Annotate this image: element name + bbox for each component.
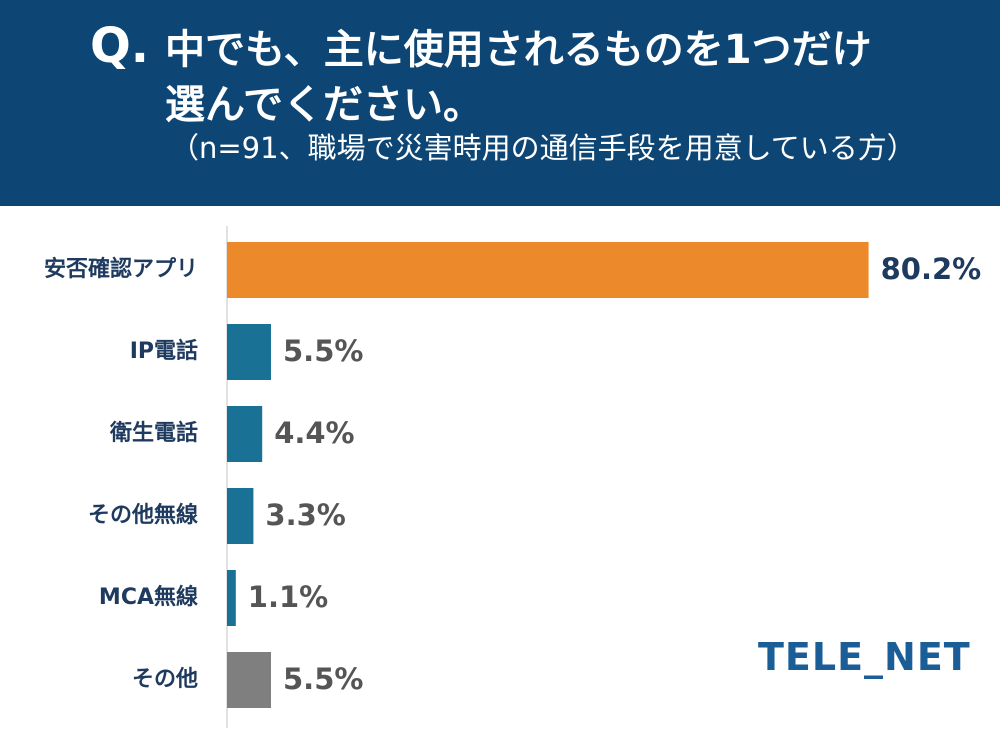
question-mark: Q. bbox=[90, 18, 150, 74]
question-text-line2: 選んでください。 bbox=[165, 82, 483, 128]
value-label: 3.3% bbox=[265, 498, 345, 532]
question-header: Q. 中でも、主に使用されるものを1つだけ 選んでください。 （n=91、職場で… bbox=[0, 0, 1000, 206]
category-label: IP電話 bbox=[130, 338, 198, 364]
bar bbox=[227, 488, 254, 544]
value-label: 5.5% bbox=[283, 662, 363, 696]
sample-note: （n=91、職場で災害時用の通信手段を用意している方） bbox=[170, 131, 916, 165]
bar bbox=[227, 324, 271, 380]
category-label: MCA無線 bbox=[99, 584, 198, 610]
value-label: 5.5% bbox=[283, 334, 363, 368]
telenet-logo: TELE_NET bbox=[758, 635, 971, 679]
value-label: 80.2% bbox=[881, 252, 982, 286]
bar bbox=[227, 570, 236, 626]
category-label: その他無線 bbox=[88, 502, 198, 528]
value-label: 4.4% bbox=[274, 416, 354, 450]
bar bbox=[227, 652, 271, 708]
bar bbox=[227, 406, 263, 462]
bar-chart: 安否確認アプリ 80.2% IP電話 5.5% 衛生電話 4.4% その他無線 3.3% MCA… bbox=[44, 226, 982, 728]
category-label: 衛生電話 bbox=[109, 420, 198, 446]
question-text-line1: 中でも、主に使用されるものを1つだけ bbox=[165, 27, 872, 73]
category-label: その他 bbox=[132, 667, 198, 692]
category-label: 安否確認アプリ bbox=[44, 256, 198, 282]
bar bbox=[227, 242, 869, 298]
value-label: 1.1% bbox=[248, 580, 328, 614]
